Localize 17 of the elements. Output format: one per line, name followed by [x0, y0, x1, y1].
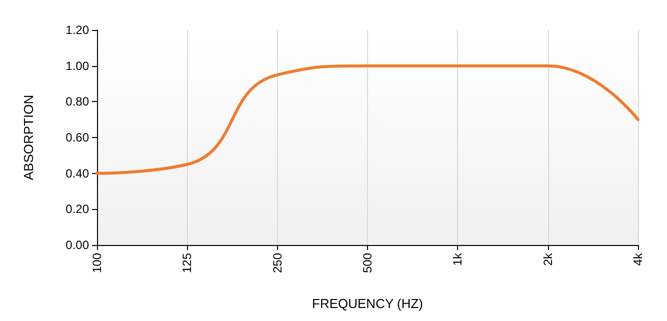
- x-tick-label: 250: [270, 252, 284, 274]
- y-tick-label: 0.20: [66, 202, 90, 216]
- x-axis-title: FREQUENCY (HZ): [312, 296, 423, 311]
- line-series: [96, 64, 640, 175]
- x-tick-label: 125: [180, 252, 194, 274]
- y-tick-label: 0.60: [66, 130, 90, 144]
- x-tick-label: 2k: [540, 252, 555, 266]
- y-axis-title: ABSORPTION: [21, 94, 36, 180]
- x-tick-label: 4k: [631, 252, 645, 266]
- y-tick-label: 0.80: [66, 94, 90, 109]
- x-tick-label: 500: [360, 252, 374, 274]
- y-tick-label: 1.00: [66, 58, 90, 73]
- y-tick-label: 0.40: [66, 166, 90, 180]
- y-tick-label: 1.20: [66, 23, 90, 37]
- x-tick-label: 1k: [450, 252, 465, 266]
- x-tick-label: 100: [90, 252, 104, 274]
- y-tick-label: 0.00: [66, 238, 90, 252]
